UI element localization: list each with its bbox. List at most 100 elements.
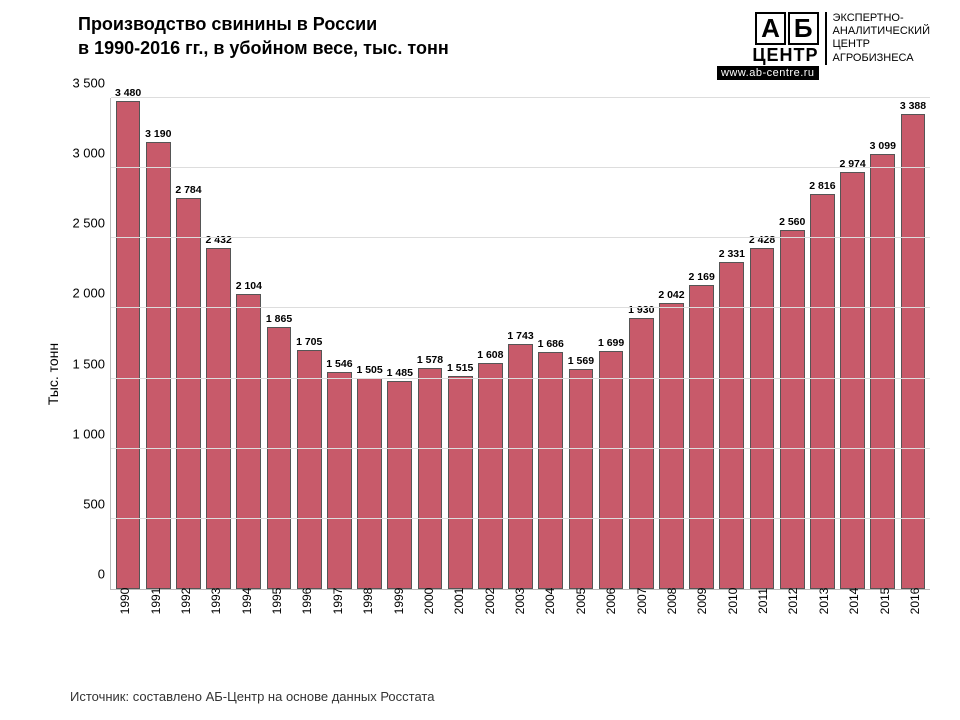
bar-wrap: 1 569 [566, 98, 596, 589]
x-tick-label: 2008 [657, 590, 687, 650]
bar: 1 699 [599, 351, 624, 589]
gridline [111, 518, 930, 519]
bar-wrap: 2 042 [656, 98, 686, 589]
bar: 1 569 [569, 369, 594, 589]
bar-value-label: 1 546 [326, 358, 352, 370]
x-tick-label: 1999 [383, 590, 413, 650]
y-tick-label: 1 000 [72, 426, 111, 441]
bar-value-label: 1 505 [356, 364, 382, 376]
bar-value-label: 2 104 [236, 280, 262, 292]
bar-wrap: 1 485 [385, 98, 415, 589]
x-tick-label: 2015 [869, 590, 899, 650]
x-tick-label: 1995 [262, 590, 292, 650]
bar: 1 578 [418, 368, 443, 589]
bar: 1 515 [448, 376, 473, 589]
y-tick-label: 1 500 [72, 356, 111, 371]
y-tick-label: 2 500 [72, 216, 111, 231]
x-tick-label: 2002 [475, 590, 505, 650]
y-tick-label: 3 000 [72, 146, 111, 161]
bar: 1 743 [508, 344, 533, 589]
bar-wrap: 2 104 [234, 98, 264, 589]
bar-wrap: 1 699 [596, 98, 626, 589]
bar-wrap: 2 428 [747, 98, 777, 589]
bar-value-label: 3 388 [900, 100, 926, 112]
bar: 1 930 [629, 318, 654, 589]
x-tick-label: 1996 [292, 590, 322, 650]
bar: 2 560 [780, 230, 805, 589]
bar-container: 3 4803 1902 7842 4322 1041 8651 7051 546… [111, 98, 930, 589]
bar-wrap: 3 480 [113, 98, 143, 589]
bar: 3 190 [146, 142, 171, 590]
bar-value-label: 2 784 [175, 184, 201, 196]
x-tick-label: 2000 [414, 590, 444, 650]
y-tick-label: 500 [83, 496, 111, 511]
x-tick-label: 1994 [232, 590, 262, 650]
gridline [111, 167, 930, 168]
logo-letter-a: А [755, 12, 786, 45]
bar-value-label: 1 705 [296, 336, 322, 348]
bar-value-label: 1 686 [538, 338, 564, 350]
bar-value-label: 1 865 [266, 313, 292, 325]
logo-url: www.ab-centre.ru [717, 66, 819, 80]
bar-value-label: 2 428 [749, 234, 775, 246]
bar-wrap: 1 865 [264, 98, 294, 589]
x-tick-label: 2009 [687, 590, 717, 650]
chart-area: Тыс. тонн 3 4803 1902 7842 4322 1041 865… [70, 98, 930, 650]
bar-value-label: 2 816 [809, 180, 835, 192]
x-tick-label: 2016 [900, 590, 930, 650]
gridline [111, 97, 930, 98]
bar: 1 608 [478, 363, 503, 589]
logo-tagline: ЭКСПЕРТНО- АНАЛИТИЧЕСКИЙ ЦЕНТР АГРОБИЗНЕ… [825, 12, 930, 65]
bar-wrap: 1 515 [445, 98, 475, 589]
y-axis-label: Тыс. тонн [45, 343, 61, 405]
bar: 1 705 [297, 350, 322, 589]
bar: 3 099 [870, 154, 895, 589]
gridline [111, 307, 930, 308]
bar-value-label: 3 099 [870, 140, 896, 152]
x-tick-label: 2013 [809, 590, 839, 650]
bar-value-label: 3 190 [145, 128, 171, 140]
bar-value-label: 2 560 [779, 216, 805, 228]
bar-wrap: 2 432 [204, 98, 234, 589]
bar-value-label: 2 169 [689, 271, 715, 283]
gridline [111, 448, 930, 449]
bar-wrap: 1 505 [355, 98, 385, 589]
x-tick-label: 2010 [718, 590, 748, 650]
logo-center: ЦЕНТР [752, 45, 818, 66]
bar-wrap: 2 169 [687, 98, 717, 589]
gridline [111, 237, 930, 238]
x-tick-label: 2004 [535, 590, 565, 650]
bar-wrap: 3 190 [143, 98, 173, 589]
x-tick-label: 2001 [444, 590, 474, 650]
bar-value-label: 1 515 [447, 362, 473, 374]
bar-value-label: 1 699 [598, 337, 624, 349]
gridline [111, 378, 930, 379]
bar: 2 428 [750, 248, 775, 589]
bar-wrap: 3 099 [868, 98, 898, 589]
logo-block: А Б ЦЕНТР www.ab-centre.ru ЭКСПЕРТНО- АН… [717, 12, 930, 80]
bar: 1 485 [387, 381, 412, 589]
x-tick-label: 2014 [839, 590, 869, 650]
source-text: Источник: составлено АБ-Центр на основе … [70, 689, 434, 704]
y-tick-label: 3 500 [72, 76, 111, 91]
x-tick-label: 2003 [505, 590, 535, 650]
bar-wrap: 1 743 [505, 98, 535, 589]
bar-wrap: 1 930 [626, 98, 656, 589]
bar-wrap: 2 560 [777, 98, 807, 589]
x-tick-label: 2007 [626, 590, 656, 650]
bar-wrap: 2 784 [173, 98, 203, 589]
x-tick-label: 1998 [353, 590, 383, 650]
bar: 2 432 [206, 248, 231, 589]
bar: 2 104 [236, 294, 261, 589]
bar-wrap: 1 686 [536, 98, 566, 589]
x-tick-label: 2006 [596, 590, 626, 650]
x-tick-label: 2005 [566, 590, 596, 650]
y-tick-label: 0 [98, 567, 111, 582]
bar: 2 042 [659, 303, 684, 589]
bar-value-label: 1 569 [568, 355, 594, 367]
bar-wrap: 3 388 [898, 98, 928, 589]
bar: 2 331 [719, 262, 744, 589]
x-tick-label: 1997 [323, 590, 353, 650]
x-tick-label: 1990 [110, 590, 140, 650]
bar: 1 505 [357, 378, 382, 589]
